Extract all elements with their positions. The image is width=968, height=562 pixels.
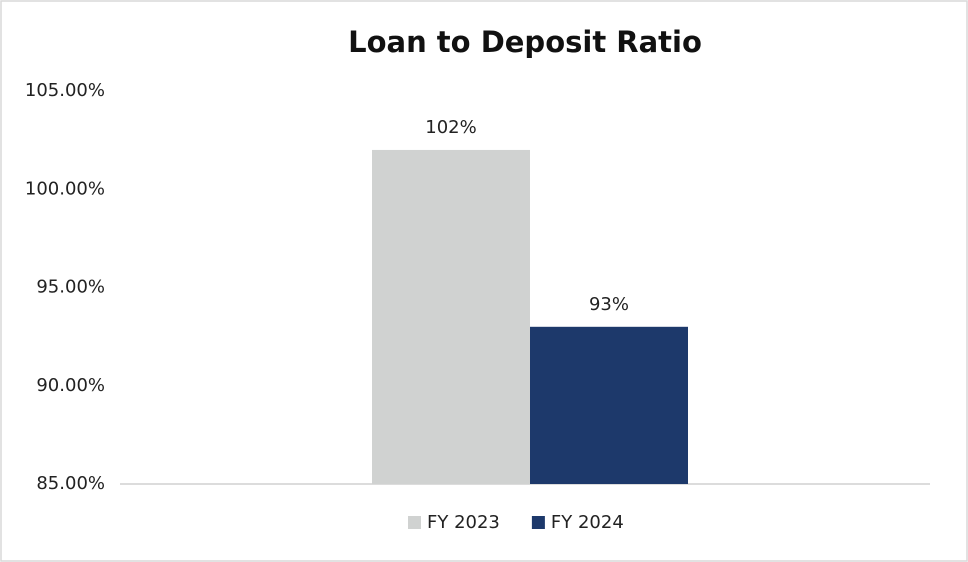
y-tick-label: 85.00% bbox=[36, 473, 105, 494]
legend-swatch bbox=[531, 516, 545, 529]
data-label: 93% bbox=[589, 294, 629, 315]
chart-title: Loan to Deposit Ratio bbox=[348, 25, 702, 59]
y-tick-label: 95.00% bbox=[36, 277, 105, 298]
legend-label: FY 2024 bbox=[551, 512, 624, 533]
y-tick-label: 105.00% bbox=[25, 80, 105, 101]
y-tick-label: 90.00% bbox=[36, 375, 105, 396]
data-label: 102% bbox=[425, 117, 476, 138]
bar bbox=[372, 149, 530, 484]
legend-swatch bbox=[408, 516, 421, 529]
legend-label: FY 2023 bbox=[427, 512, 500, 533]
bar bbox=[530, 326, 688, 484]
y-tick-label: 100.00% bbox=[25, 178, 105, 199]
